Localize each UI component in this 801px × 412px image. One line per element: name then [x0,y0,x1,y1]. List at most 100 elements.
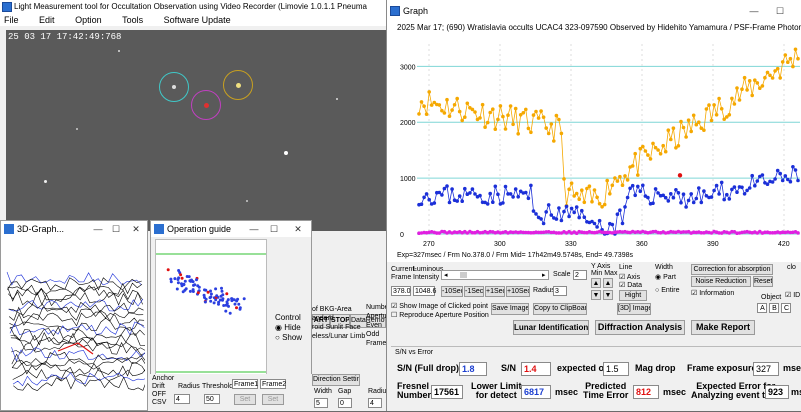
information-checkbox[interactable]: ☑ Information [691,290,735,297]
series-point [663,149,668,154]
make-report-button[interactable]: Make Report [691,320,755,335]
noise-reduction-button[interactable]: Noise Reduction [691,276,751,287]
frame-scrollbar[interactable]: ◂ ▸ [441,270,549,280]
scroll-left-icon[interactable]: ◂ [444,272,448,279]
width-input[interactable]: 5 [314,398,328,408]
menu-tools[interactable]: Tools [122,15,144,25]
minus-1sec-button[interactable]: -1Sec [464,286,484,297]
hide-radio[interactable]: ◉ Hide [275,323,301,332]
series-line [418,49,799,208]
show-image-checkbox[interactable]: ☑ Show Image of Clicked point [391,303,488,310]
close-button[interactable]: ✕ [132,224,140,234]
scroll-right-icon[interactable]: ▸ [542,272,546,279]
aperture-ring-yellow[interactable] [223,70,253,100]
menu-edit[interactable]: Edit [39,15,55,25]
aperture-ring-cyan[interactable] [159,72,189,102]
diffraction-analysis-button[interactable]: Diffraction Analysis [595,320,685,335]
radiu-input[interactable]: 4 [368,398,382,408]
scale-input[interactable]: 2 [573,270,587,280]
frame2-field[interactable]: Frame2 [260,379,287,389]
set1-button[interactable]: Set [234,394,256,405]
reset-button[interactable]: Reset [753,276,773,287]
light-curve-plot[interactable]: 3000 2000 1000 0 270 300 330 360 390 420 [387,34,801,250]
lunar-identification-button[interactable]: Lunar Identification [513,320,589,335]
id-checkbox[interactable]: ☑ ID [785,292,801,299]
series-point [620,183,625,187]
series-point [732,102,737,106]
gap-input[interactable]: 0 [338,398,352,408]
ymax-up-button[interactable]: ▲ [603,278,613,288]
object-a-button[interactable]: A [757,303,767,313]
clicked-point-marker[interactable] [677,173,683,178]
current-frame-field[interactable]: 378.0 [391,286,411,296]
hight-button[interactable]: Hight [619,290,647,301]
series-point [737,98,742,102]
3d-image-button[interactable]: [3D] Image [617,303,651,315]
ymin-down-button[interactable]: ▼ [591,290,601,300]
series-point [559,218,564,223]
3d-surface-plot[interactable] [3,239,145,409]
part-radio[interactable]: ◉ Part [655,274,676,281]
video-frame[interactable]: 25 03 17 17:42:49:768 [6,30,390,231]
set2-button[interactable]: Set [262,394,284,405]
reproduce-label: Reproduce Aperture Position [399,312,489,319]
show-radio[interactable]: ○ Show [275,333,303,342]
menu-software-update[interactable]: Software Update [163,15,231,25]
close-label[interactable]: clo [787,264,796,271]
minus-10sec-button[interactable]: -10Sec [441,286,463,297]
save-image-button[interactable]: Save Image [491,303,529,315]
stop-button[interactable]: STOP [330,314,350,328]
ymax-down-button[interactable]: ▼ [603,290,613,300]
x-tick-label: 390 [707,241,719,248]
series-point [463,115,467,119]
threshold-input[interactable]: 50 [204,394,220,404]
data-checkbox[interactable]: ☑ Data [619,282,643,289]
axis-checkbox[interactable]: ☑ Axis [619,274,641,281]
ymin-up-button[interactable]: ▲ [591,278,601,288]
radius-input[interactable]: 3 [553,286,567,296]
series-point [424,112,429,116]
entire-radio[interactable]: ○ Entire [655,287,680,294]
copy-clipboard-button[interactable]: Copy to ClipBoard [533,303,587,315]
data-remove-button[interactable]: DataRemov [350,314,386,328]
minimize-button[interactable]: — [93,224,103,234]
width-label: Width [314,388,332,395]
star [246,200,248,202]
object-b-button[interactable]: B [769,303,779,313]
menu-option[interactable]: Option [75,15,102,25]
start-button[interactable]: ART [312,314,330,328]
series-point [592,221,597,226]
scroll-thumb[interactable] [460,272,467,278]
series-point [719,107,724,111]
reproduce-checkbox[interactable]: ☐ Reproduce Aperture Position [391,312,489,319]
guide-dot [221,297,225,301]
series-point [564,204,569,209]
plus-10sec-button[interactable]: +10Sec [506,286,530,297]
maximize-button[interactable]: ☐ [775,6,785,16]
light-curve-svg[interactable]: 3000 2000 1000 0 270 300 330 360 390 420 [387,34,801,250]
minimize-button[interactable]: — [249,224,259,234]
close-button[interactable]: ✕ [294,224,302,234]
minimize-button[interactable]: — [749,6,759,16]
maximize-button[interactable]: ☐ [111,224,121,234]
menu-file[interactable]: File [4,15,19,25]
correction-absorption-button[interactable]: Correction for absorption [691,264,773,275]
series-point [562,209,566,214]
entire-label: Entire [661,287,680,294]
guide-dot [220,286,223,290]
luminous-field[interactable]: 1048.6 [413,286,437,296]
series-point [455,96,459,101]
expected-on-value[interactable]: 1.5 [603,362,629,376]
object-c-button[interactable]: C [781,303,791,313]
series-point [628,186,632,191]
series-point [516,132,520,136]
aperture-ring-magenta[interactable] [191,90,221,120]
maximize-button[interactable]: ☐ [269,224,279,234]
series-point [780,230,785,234]
direction-setting-button[interactable]: Direction Setting [312,374,360,386]
radius-input[interactable]: 4 [174,394,190,404]
series-point [740,87,744,91]
plus-1sec-button[interactable]: +1Sec [485,286,505,297]
frame1-field[interactable]: Frame1 [232,379,259,389]
series-point [699,200,704,205]
